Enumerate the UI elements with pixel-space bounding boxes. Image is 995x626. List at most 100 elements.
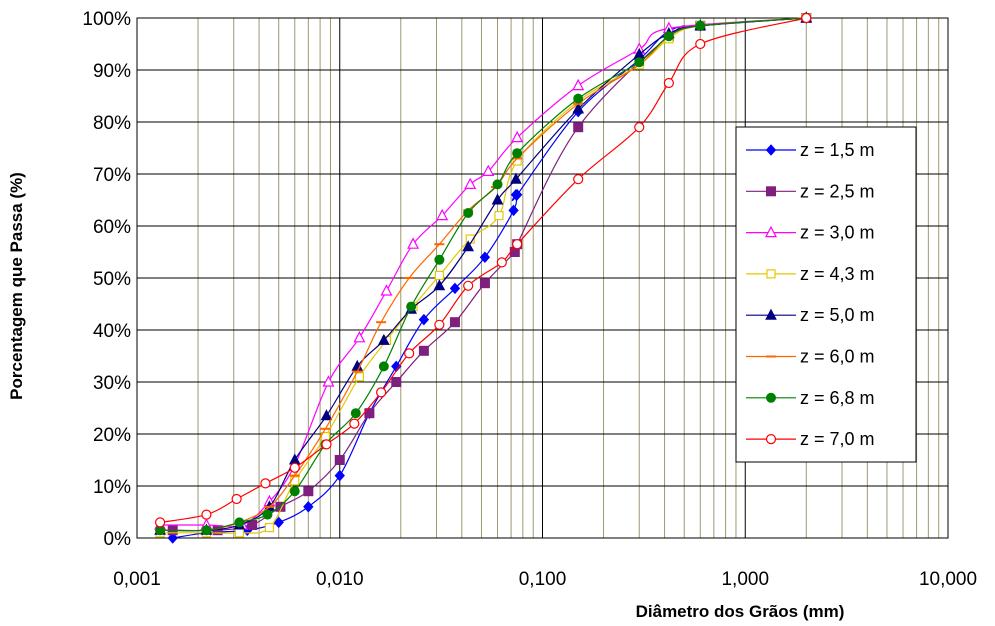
data-point <box>573 174 584 185</box>
data-point <box>378 361 389 372</box>
series-line <box>172 17 807 532</box>
y-tick-label: 70% <box>93 165 131 186</box>
data-point <box>434 270 444 280</box>
legend-item: z = 1,5 m <box>746 140 875 160</box>
data-point <box>572 102 585 114</box>
data-point <box>496 257 507 268</box>
data-point <box>334 469 345 482</box>
data-point <box>201 525 212 536</box>
data-point <box>663 31 674 42</box>
data-point <box>289 486 300 497</box>
data-point <box>508 204 519 217</box>
data-point <box>378 333 390 345</box>
data-point <box>303 501 314 513</box>
data-point <box>247 520 258 530</box>
series-2 <box>167 13 812 536</box>
data-point <box>510 172 522 184</box>
legend-label: z = 7,0 m <box>800 429 875 449</box>
series-line <box>160 17 807 534</box>
data-point <box>167 532 178 544</box>
data-point <box>353 331 366 343</box>
legend-marker <box>766 269 776 279</box>
data-point <box>234 517 245 528</box>
data-point <box>492 179 503 190</box>
data-point <box>234 528 245 538</box>
data-point <box>155 517 166 528</box>
data-point <box>404 348 415 359</box>
data-point <box>262 509 273 520</box>
data-point <box>320 409 333 421</box>
data-point <box>201 509 212 520</box>
x-axis-title: Diâmetro dos Grãos (mm) <box>636 602 845 621</box>
x-tick-label: 0,010 <box>316 569 364 590</box>
legend-label: z = 2,5 m <box>800 181 875 201</box>
y-tick-label: 0% <box>104 529 132 550</box>
data-point <box>303 486 314 497</box>
data-point <box>349 418 360 429</box>
data-point <box>463 280 474 291</box>
legend-item: z = 6,0 m <box>746 347 875 367</box>
data-point <box>449 282 461 295</box>
data-point <box>376 387 387 398</box>
data-point <box>462 240 475 252</box>
legend-item: z = 5,0 m <box>746 305 875 325</box>
data-point <box>350 408 361 419</box>
data-point <box>512 239 523 250</box>
data-point <box>407 237 420 249</box>
data-point <box>491 193 504 205</box>
data-point <box>494 211 504 221</box>
data-point <box>231 493 242 505</box>
x-tick-label: 0,001 <box>113 569 161 590</box>
data-point <box>695 38 706 50</box>
legend-label: z = 6,8 m <box>800 388 875 408</box>
legend-item: z = 3,0 m <box>746 223 875 243</box>
data-point <box>406 301 417 312</box>
y-tick-label: 20% <box>93 425 131 446</box>
data-point <box>354 372 364 382</box>
data-point <box>434 254 445 265</box>
y-tick-label: 40% <box>93 321 131 342</box>
series-line <box>160 17 807 528</box>
tick-labels: 0% 10% 20% 30% 40% 50% 60% 70% 80% 90% 100% 0,001 0,… <box>82 9 977 590</box>
x-tick-label: 1,000 <box>721 569 769 590</box>
legend-marker <box>765 434 777 445</box>
legend-item: z = 6,8 m <box>746 388 875 408</box>
data-point <box>433 279 446 291</box>
data-point <box>418 313 430 326</box>
data-point <box>391 377 402 387</box>
data-point <box>289 462 300 473</box>
series-4 <box>155 13 811 538</box>
data-point <box>511 189 523 201</box>
legend-label: z = 1,5 m <box>800 140 875 160</box>
data-point <box>479 251 491 263</box>
legend-marker <box>765 308 777 320</box>
x-tick-label: 0,100 <box>519 569 567 590</box>
data-point <box>449 317 460 328</box>
legend-marker <box>766 186 776 197</box>
data-point <box>573 93 584 104</box>
data-point <box>334 455 345 465</box>
legend-box <box>735 126 917 463</box>
legend-marker <box>766 392 776 403</box>
plot-area-frame <box>136 17 949 539</box>
legend-item: z = 7,0 m <box>746 429 875 449</box>
data-point <box>573 122 584 133</box>
data-point <box>322 375 335 387</box>
data-point <box>434 319 445 330</box>
data-point <box>418 345 429 356</box>
data-point <box>572 78 585 91</box>
legend: z = 1,5 m z = 2,5 m z = 3,0 m z = 4,3 m z = … <box>735 126 917 463</box>
data-point <box>695 20 706 31</box>
y-tick-label: 100% <box>82 9 131 30</box>
legend-label: z = 6,0 m <box>800 347 875 367</box>
legend-label: z = 4,3 m <box>800 264 875 284</box>
y-tick-label: 60% <box>93 217 131 238</box>
legend-item: z = 4,3 m <box>746 264 875 284</box>
data-point <box>464 177 477 189</box>
data-point <box>634 57 645 68</box>
data-point <box>512 148 523 159</box>
legend-item: z = 2,5 m <box>746 181 875 201</box>
series-5 <box>154 11 813 535</box>
legend-label: z = 5,0 m <box>800 305 875 325</box>
